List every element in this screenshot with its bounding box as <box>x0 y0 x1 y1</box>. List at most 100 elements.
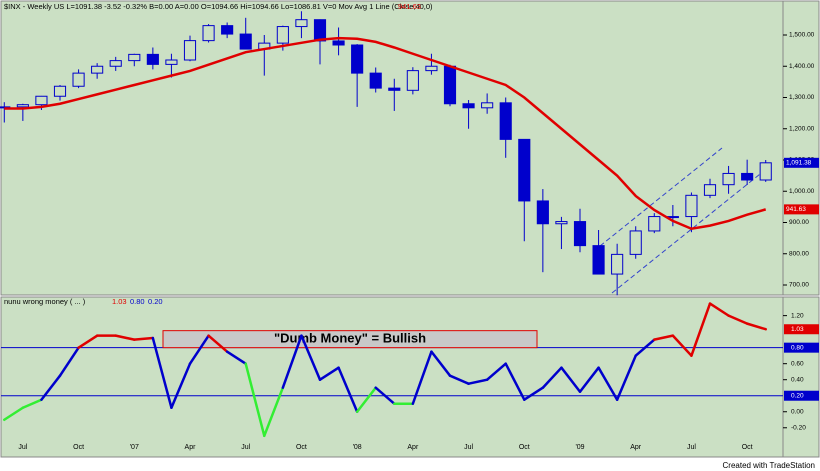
indicator-segment <box>597 366 619 401</box>
x-tick-label: '09 <box>575 444 584 451</box>
indicator-header: nunu wrong money ( ... ) <box>4 297 86 306</box>
indicator-segment <box>207 334 229 353</box>
indicator-segment <box>745 322 767 331</box>
x-tick-label: '07 <box>130 444 139 451</box>
candle-body <box>536 200 549 225</box>
level-label: 0.80 <box>791 344 804 351</box>
indicator-segment <box>541 366 563 389</box>
indicator-segment <box>355 386 377 413</box>
indicator-segment <box>337 366 359 413</box>
y-tick-label: 0.00 <box>791 408 804 415</box>
candle-body <box>35 95 48 106</box>
candle-body <box>109 60 122 67</box>
candle-body <box>685 194 698 218</box>
candle-body <box>388 87 401 91</box>
candle-body <box>295 19 308 28</box>
candle-body <box>481 102 494 109</box>
indicator-segment <box>523 386 545 401</box>
candle-body <box>165 59 178 65</box>
y-tick-label: 0.40 <box>791 376 804 383</box>
x-tick-label: Oct <box>296 444 307 451</box>
indicator-segment <box>448 374 470 385</box>
candle-body <box>555 221 568 225</box>
x-tick-label: Apr <box>407 444 419 451</box>
indicator-segment <box>151 336 173 409</box>
candle-body <box>499 102 512 140</box>
indicator-segment <box>281 334 303 389</box>
y-tick-label: 1,500.00 <box>789 32 815 39</box>
y-tick-label: 0.60 <box>791 360 804 367</box>
level-box <box>784 390 819 401</box>
header-value: 941.63 <box>398 2 421 11</box>
candle-body <box>722 172 735 186</box>
indicator-segment <box>708 302 730 317</box>
y-tick-label: -0.20 <box>791 424 806 431</box>
candle-body <box>592 245 605 275</box>
y-tick-label: 700.00 <box>789 282 809 289</box>
x-tick-label: Apr <box>185 444 197 451</box>
candle-body <box>276 26 289 44</box>
indicator-segment <box>3 406 25 422</box>
indicator-segment <box>21 398 43 409</box>
y-tick-label: 1,400.00 <box>789 63 815 70</box>
indicator-segment <box>374 386 396 405</box>
indicator-segment <box>727 314 749 325</box>
indicator-header-level: 0.20 <box>148 297 163 306</box>
indicator-pane <box>0 296 784 458</box>
candle-body <box>91 65 104 74</box>
ma-value-label: 941.63 <box>786 206 806 213</box>
x-tick-label: Apr <box>630 444 642 451</box>
candle-body <box>332 40 345 46</box>
indicator-segment <box>653 334 675 341</box>
candle-body <box>629 230 642 255</box>
candle-body <box>146 53 159 65</box>
x-tick-label: Oct <box>519 444 530 451</box>
indicator-segment <box>300 334 322 381</box>
candle-body <box>239 33 252 50</box>
candle-body <box>759 162 772 181</box>
price-pane <box>0 0 784 296</box>
candle-body <box>16 104 29 108</box>
level-box <box>784 342 819 353</box>
channel-line <box>599 147 723 247</box>
candle-body <box>183 40 197 61</box>
level-label: 0.20 <box>791 392 804 399</box>
candle-body <box>221 25 234 35</box>
x-tick-label: Oct <box>742 444 753 451</box>
candle-body <box>406 70 419 91</box>
last-value-label: 1.03 <box>791 326 804 333</box>
indicator-segment <box>578 366 600 393</box>
indicator-header-level: 0.80 <box>130 297 145 306</box>
annotation-box <box>162 330 538 349</box>
x-tick-label: Jul <box>18 444 27 451</box>
indicator-segment <box>615 354 637 401</box>
price-axis-pane <box>782 0 820 296</box>
x-tick-label: Jul <box>464 444 473 451</box>
candle-body <box>741 172 754 181</box>
indicator-segment <box>114 334 136 341</box>
indicator-segment <box>77 334 99 349</box>
annotation: "Dumb Money" = Bullish <box>274 331 426 346</box>
y-tick-label: 1,300.00 <box>789 94 815 101</box>
channel-line <box>611 169 766 294</box>
indicator-segment <box>467 378 489 385</box>
x-tick-label: Jul <box>241 444 250 451</box>
indicator-header-value: 1.03 <box>112 297 127 306</box>
candle-body <box>72 72 85 87</box>
indicator-segment <box>634 338 656 357</box>
candle-body <box>648 216 661 232</box>
ma-value-box <box>784 204 819 215</box>
x-tick-label: Oct <box>73 444 84 451</box>
candle-body <box>573 221 587 247</box>
indicator-segment <box>263 386 285 438</box>
candle-body <box>611 253 624 275</box>
candle-body <box>425 65 438 72</box>
last-value-box <box>784 324 819 335</box>
indicator-segment <box>690 302 712 357</box>
candle-body <box>703 184 717 196</box>
candle-body <box>313 19 327 42</box>
candle-body <box>443 65 457 105</box>
x-tick-label: '08 <box>353 444 362 451</box>
y-tick-label: 1,000.00 <box>789 188 815 195</box>
indicator-axis-pane <box>782 296 820 458</box>
